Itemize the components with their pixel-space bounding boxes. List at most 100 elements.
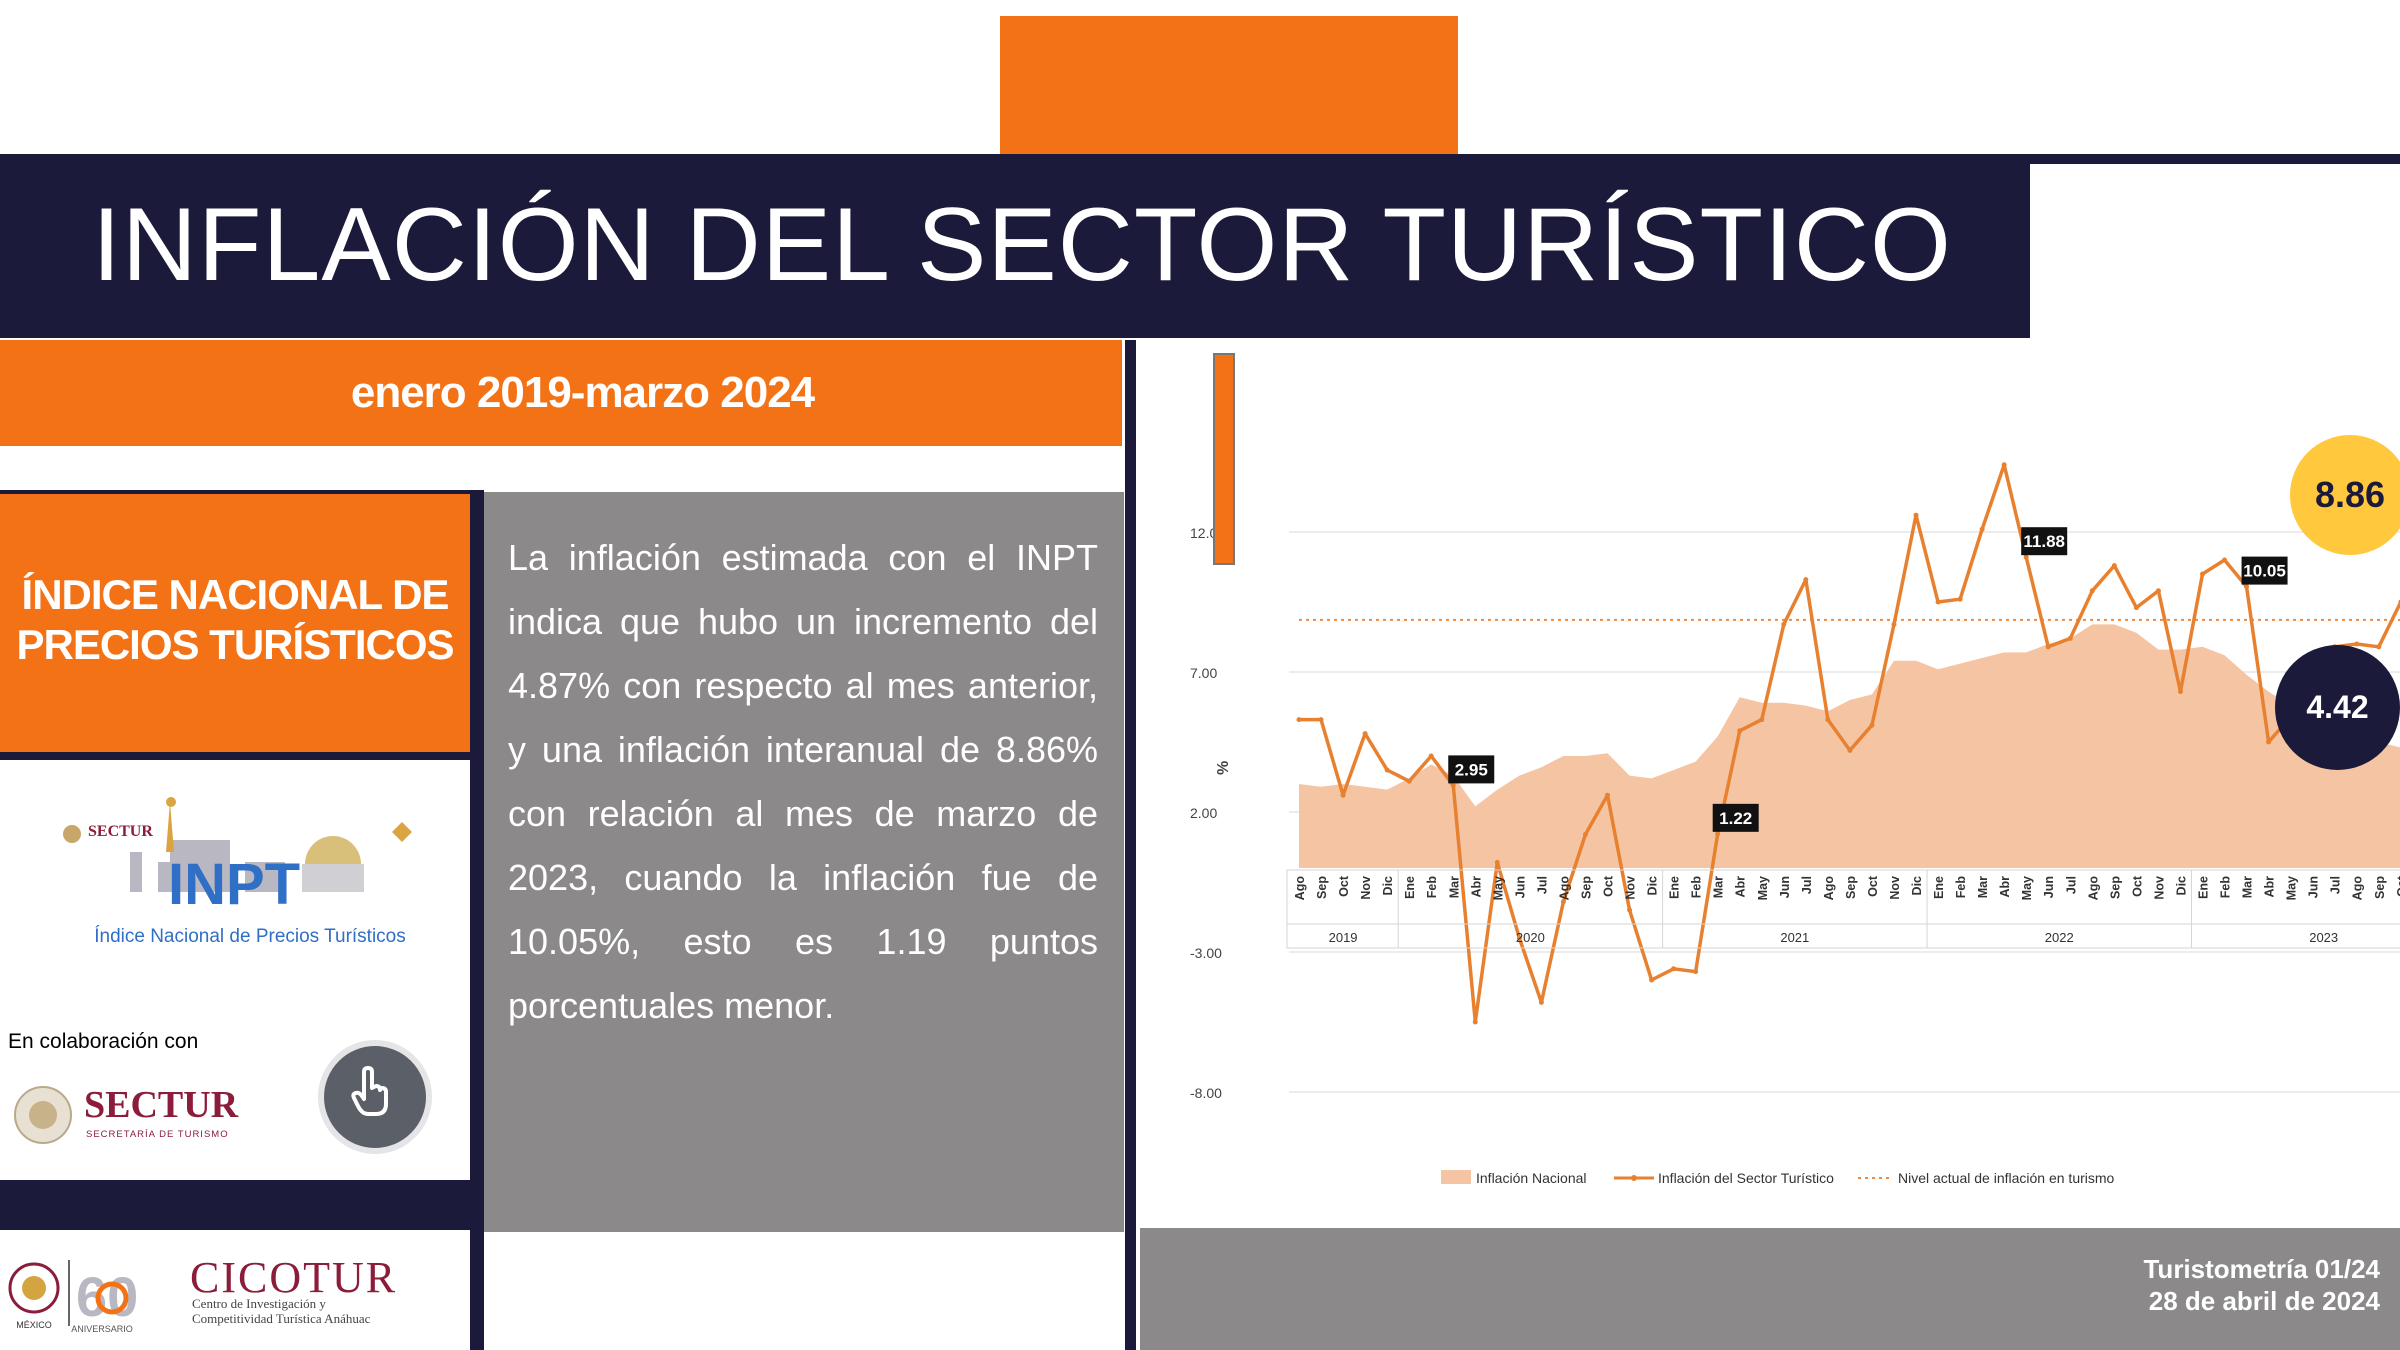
tourism-point [2133, 605, 2139, 611]
x-tick-label: Nov [1624, 876, 1638, 900]
title-band-edge [2030, 154, 2400, 164]
kpi-tourism-inflation: 8.86 [2290, 435, 2400, 555]
x-tick-label: Dic [1646, 876, 1660, 896]
tourism-point [1803, 577, 1809, 583]
divider [470, 490, 484, 1350]
x-tick-label: Jun [2307, 876, 2321, 898]
x-tick-label: Jul [2329, 876, 2343, 894]
hand-pointer-icon [351, 1066, 388, 1116]
annotation-box [1712, 803, 1759, 832]
annotation-label: 11.88 [2023, 532, 2065, 551]
footer-date: 28 de abril de 2024 [2148, 1286, 2380, 1316]
cicotur-line1: Centro de Investigación y [192, 1296, 326, 1311]
tourism-point [1582, 831, 1588, 837]
tourism-point [1296, 717, 1302, 723]
tourism-point [2376, 644, 2382, 650]
cicotur-mexico-label: MÉXICO [16, 1320, 52, 1330]
tourism-point [1605, 792, 1611, 798]
inpt-logo-acronym: INPT [168, 852, 300, 917]
x-tick-label: Oct [2130, 875, 2144, 897]
x-tick-label: Abr [1734, 876, 1748, 898]
tourism-point [1913, 512, 1919, 518]
x-tick-label: Jun [2042, 876, 2056, 898]
x-tick-label: Jun [1778, 876, 1792, 898]
tourism-point [1693, 969, 1699, 975]
x-tick-label: Ago [2086, 876, 2100, 901]
tourism-point [1362, 731, 1368, 737]
x-tick-label: Jul [2064, 876, 2078, 894]
tourism-point [2199, 571, 2205, 577]
cicotur-logo: MÉXICO 60 ANIVERSARIO CICOTUR Centro de … [8, 1253, 397, 1334]
sectur-name: SECTUR [84, 1084, 239, 1126]
x-tick-label: May [1491, 876, 1505, 900]
y-tick-label: -3.00 [1190, 945, 1222, 961]
annotation-box [1448, 755, 1495, 784]
x-tick-label: Sep [1315, 876, 1329, 899]
kpi-national-inflation: 4.42 [2275, 645, 2400, 770]
x-tick-label: Dic [1910, 876, 1924, 896]
x-tick-label: Abr [1998, 876, 2012, 898]
divider [1125, 340, 1136, 1350]
annotation-label: 2.95 [1455, 760, 1488, 779]
tourism-point [2244, 584, 2250, 590]
tourism-point [1957, 596, 1963, 602]
title-band [0, 154, 2030, 338]
tourism-point [1869, 722, 1875, 728]
touch-button[interactable] [318, 1040, 432, 1154]
divider [0, 1180, 472, 1230]
x-tick-label: Ago [1557, 876, 1571, 901]
x-tick-label: Oct [1337, 875, 1351, 897]
anniversary-number: 60 [76, 1265, 138, 1328]
cicotur-line2: Competitividad Turística Anáhuac [192, 1311, 371, 1326]
x-tick-label: May [2020, 876, 2034, 900]
index-title: ÍNDICE NACIONAL DE PRECIOS TURÍSTICOS [16, 571, 454, 668]
x-tick-label: Jul [1800, 876, 1814, 894]
y-tick-label: -8.00 [1190, 1085, 1222, 1101]
annotation-label: 10.05 [2243, 562, 2286, 581]
x-tick-label: Sep [2108, 876, 2122, 899]
tourism-point [2023, 554, 2029, 560]
legend-label-reference: Nivel actual de inflación en turismo [1898, 1170, 2115, 1186]
annotation-box [2241, 556, 2288, 585]
x-tick-label: Nov [2152, 876, 2166, 900]
tourism-point [1406, 778, 1412, 784]
inflation-chart: 12.007.002.00-3.00-8.00% 2.951.2211.8810… [1190, 462, 2400, 1186]
x-tick-label: Nov [1359, 876, 1373, 900]
cicotur-name: CICOTUR [190, 1253, 397, 1302]
x-tick-label: Abr [2263, 876, 2277, 898]
tourism-point [2177, 689, 2183, 695]
y-tick-label: 7.00 [1190, 665, 1217, 681]
x-tick-label: Feb [1690, 876, 1704, 899]
x-tick-label: Nov [1888, 876, 1902, 900]
tourism-point [1847, 747, 1853, 753]
legend-swatch-marker [1631, 1175, 1637, 1181]
tourism-point [1384, 767, 1390, 773]
inpt-logo-brand: SECTUR [88, 823, 153, 840]
tourism-point [1715, 831, 1721, 837]
tourism-point [1935, 599, 1941, 605]
tourism-point [1516, 935, 1522, 941]
footer-bar [1140, 1228, 2400, 1350]
x-tick-label: Feb [2219, 876, 2233, 899]
subtitle-bar [0, 340, 1122, 446]
tourism-point [1671, 966, 1677, 972]
inpt-logo-caption: Índice Nacional de Precios Turísticos [94, 926, 406, 947]
tourism-point [2155, 588, 2161, 594]
x-tick-label: Abr [1469, 876, 1483, 898]
x-tick-label: May [2285, 876, 2299, 900]
collaboration-label: En colaboración con [8, 1030, 199, 1053]
tourism-point [1340, 792, 1346, 798]
x-tick-label: Feb [1954, 876, 1968, 899]
x-tick-label: Ene [1932, 876, 1946, 899]
annotation-label: 1.22 [1719, 809, 1752, 828]
divider [0, 752, 472, 760]
page-title: INFLACIÓN DEL SECTOR TURÍSTICO [92, 187, 1952, 303]
anniversary-label: ANIVERSARIO [71, 1324, 133, 1334]
x-tick-label: Mar [2241, 876, 2255, 898]
tourism-point [2222, 557, 2228, 563]
legend-label-tourism: Inflación del Sector Turístico [1658, 1170, 1834, 1186]
year-label: 2022 [2045, 930, 2074, 945]
tourism-point [1825, 717, 1831, 723]
x-tick-label: Ago [1822, 876, 1836, 901]
tourism-point [1494, 859, 1500, 865]
